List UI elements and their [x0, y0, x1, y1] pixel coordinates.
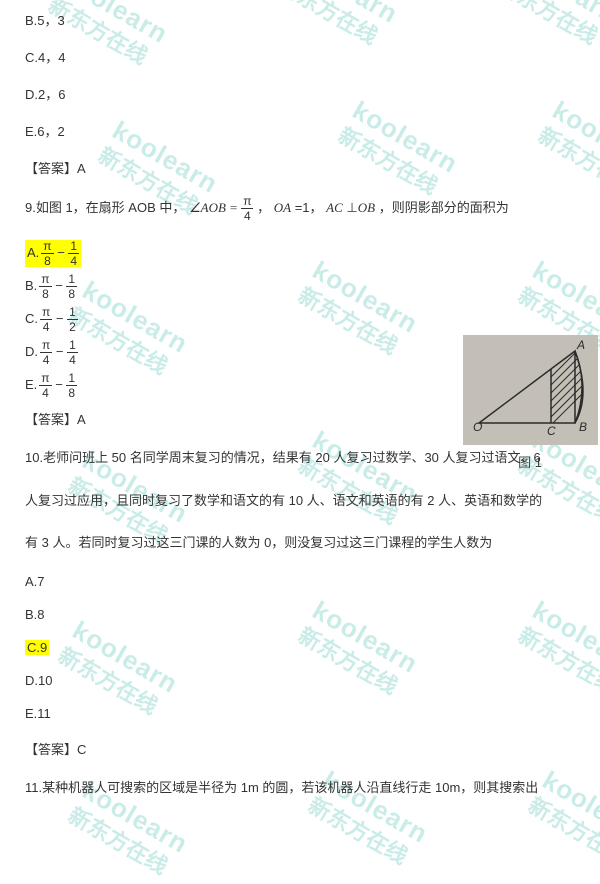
answer-9: 【答案】A [25, 409, 575, 428]
q9-oa: OA [274, 200, 291, 215]
q9-mid: ， [257, 200, 270, 215]
answer-label: 【答案】 [25, 742, 77, 757]
q9-ob: OB [358, 200, 375, 215]
answer-label: 【答案】 [25, 412, 77, 427]
q10-opt-d: D.10 [25, 673, 575, 688]
answer-10: 【答案】C [25, 739, 575, 758]
q10-opt-c-hl: C.9 [25, 640, 49, 655]
frac-num: π [241, 195, 253, 209]
q9-angle-lhs: ∠AOB = [189, 200, 241, 215]
q9-oa-eq: =1， [291, 200, 322, 215]
q9-stem: 9.如图 1，在扇形 AOB 中， ∠AOB = π 4 ， OA =1， AC… [25, 195, 575, 222]
q10-opt-b: B.8 [25, 607, 575, 622]
q10-l3: 有 3 人。若同时复习过这三门课的人数为 0，则没复习过这三门课程的学生人数为 [25, 531, 575, 556]
document-content: B.5，3 C.4，4 D.2，6 E.6，2 【答案】A 9.如图 1，在扇形… [25, 10, 575, 801]
opt-e: E.6，2 [25, 121, 575, 140]
q9-prefix: 9.如图 1，在扇形 AOB 中， [25, 200, 185, 215]
q9-angle-frac: π 4 [241, 195, 253, 222]
q9-option: A.π8 − 14 [25, 240, 575, 267]
q9-ac: AC [326, 200, 343, 215]
q10-opt-a: A.7 [25, 574, 575, 589]
q9-option: C.π4 − 12 [25, 306, 575, 333]
answer-value: A [77, 161, 86, 176]
q9-options: A.π8 − 14 B.π8 − 18 C.π4 − 12 D.π4 − 14 E.π4… [25, 240, 575, 399]
answer-label: 【答案】 [25, 161, 77, 176]
q10-l2: 人复习过应用，且同时复习了数学和语文的有 10 人、语文和英语的有 2 人、英语… [25, 489, 575, 514]
q11-l1: 11.某种机器人可搜索的区域是半径为 1m 的圆，若该机器人沿直线行走 10m，… [25, 776, 575, 801]
q10-opt-c: C.9 [25, 640, 575, 655]
q9-option: B.π8 − 18 [25, 273, 575, 300]
opt-b: B.5，3 [25, 10, 575, 29]
q10-opt-e: E.11 [25, 706, 575, 721]
answer-value: C [77, 742, 86, 757]
q10-l1: 10.老师问班上 50 名同学周末复习的情况，结果有 20 人复习过数学、30 … [25, 446, 575, 471]
opt-c: C.4，4 [25, 47, 575, 66]
answer-8: 【答案】A [25, 158, 575, 177]
frac-den: 4 [241, 209, 253, 222]
q9-perp: ⊥ [343, 200, 358, 215]
q9-option: E.π4 − 18 [25, 372, 575, 399]
answer-value: A [77, 412, 86, 427]
opt-d: D.2，6 [25, 84, 575, 103]
q9-option: D.π4 − 14 [25, 339, 575, 366]
label-a: A [576, 338, 585, 352]
q9-suffix: ，则阴影部分的面积为 [379, 200, 509, 215]
label-b: B [579, 420, 587, 434]
